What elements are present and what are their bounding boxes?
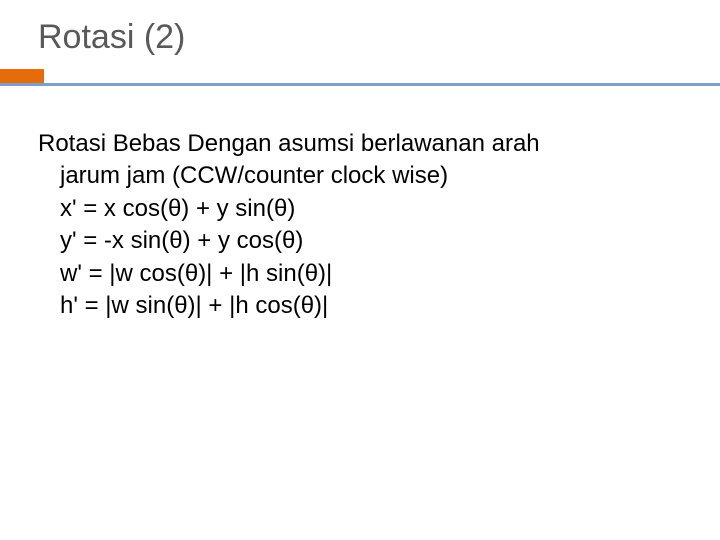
accent-tab <box>0 69 44 83</box>
slide-title: Rotasi (2) <box>0 0 720 69</box>
equation-w: w' = |w cos(θ)| + |h sin(θ)| <box>38 258 682 290</box>
horizontal-rule <box>0 83 720 86</box>
equation-y: y' = -x sin(θ) + y cos(θ) <box>38 225 682 257</box>
equation-x: x' = x cos(θ) + y sin(θ) <box>38 193 682 225</box>
equation-h: h' = |w sin(θ)| + |h cos(θ)| <box>38 290 682 322</box>
body-line-1: Rotasi Bebas Dengan asumsi berlawanan ar… <box>38 128 682 160</box>
slide: Rotasi (2) Rotasi Bebas Dengan asumsi be… <box>0 0 720 540</box>
slide-body: Rotasi Bebas Dengan asumsi berlawanan ar… <box>0 86 720 322</box>
title-divider <box>0 69 720 86</box>
body-line-2: jarum jam (CCW/counter clock wise) <box>38 160 682 192</box>
